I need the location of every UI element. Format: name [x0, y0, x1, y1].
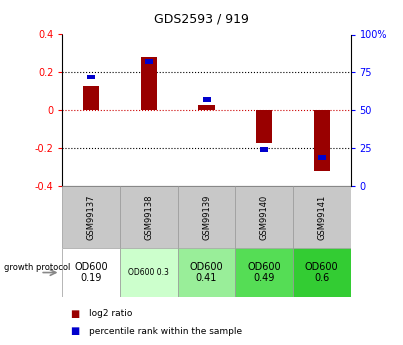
- Text: OD600
0.49: OD600 0.49: [247, 262, 281, 283]
- Text: ■: ■: [71, 309, 80, 319]
- FancyBboxPatch shape: [178, 248, 235, 297]
- FancyBboxPatch shape: [293, 186, 351, 248]
- Text: GSM99140: GSM99140: [260, 195, 269, 240]
- Bar: [145, 59, 153, 64]
- Bar: [141, 57, 157, 110]
- Bar: [314, 110, 330, 171]
- FancyBboxPatch shape: [120, 186, 178, 248]
- Bar: [198, 105, 215, 110]
- Text: GDS2593 / 919: GDS2593 / 919: [154, 12, 249, 25]
- Bar: [260, 148, 268, 152]
- FancyBboxPatch shape: [62, 248, 120, 297]
- FancyBboxPatch shape: [235, 186, 293, 248]
- FancyBboxPatch shape: [235, 248, 293, 297]
- FancyBboxPatch shape: [120, 248, 178, 297]
- FancyBboxPatch shape: [178, 186, 235, 248]
- Text: ■: ■: [71, 326, 80, 336]
- FancyBboxPatch shape: [62, 186, 120, 248]
- Text: OD600
0.41: OD600 0.41: [190, 262, 223, 283]
- Text: OD600 0.3: OD600 0.3: [129, 268, 169, 277]
- Text: log2 ratio: log2 ratio: [89, 309, 132, 318]
- Bar: [256, 110, 272, 142]
- Bar: [318, 155, 326, 160]
- Text: percentile rank within the sample: percentile rank within the sample: [89, 327, 242, 336]
- Text: OD600
0.6: OD600 0.6: [305, 262, 339, 283]
- Bar: [83, 86, 100, 110]
- Text: GSM99138: GSM99138: [144, 195, 154, 240]
- Text: GSM99141: GSM99141: [317, 195, 326, 240]
- Bar: [202, 97, 211, 102]
- Text: GSM99139: GSM99139: [202, 195, 211, 240]
- Text: GSM99137: GSM99137: [87, 195, 96, 240]
- Bar: [87, 75, 96, 79]
- Text: OD600
0.19: OD600 0.19: [75, 262, 108, 283]
- Text: growth protocol: growth protocol: [4, 263, 71, 272]
- FancyBboxPatch shape: [293, 248, 351, 297]
